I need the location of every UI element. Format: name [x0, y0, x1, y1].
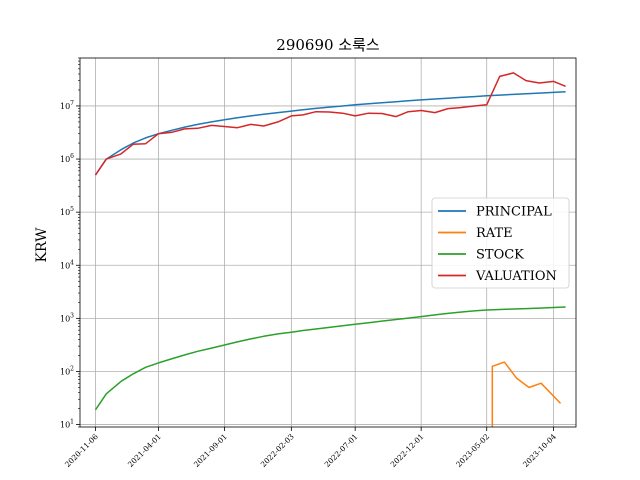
y-tick-label: 103: [60, 312, 74, 323]
series-line-valuation: [94, 72, 566, 176]
chart-title: 290690 소룩스: [276, 36, 380, 54]
series-layer: [94, 72, 566, 427]
series-line-rate: [491, 361, 562, 427]
series-line-principal: [94, 91, 566, 176]
legend-label-principal: PRINCIPAL: [476, 205, 552, 220]
y-tick-label: 107: [60, 100, 74, 111]
plot-frame: [79, 57, 577, 428]
series-line-stock: [94, 306, 566, 411]
y-tick-label: 105: [60, 206, 74, 217]
y-tick-label: 106: [60, 153, 74, 164]
y-tick-label: 102: [60, 365, 74, 376]
legend: PRINCIPAL RATE STOCK VALUATION: [431, 197, 570, 289]
y-tick-label: 101: [60, 419, 74, 430]
y-axis-label: KRW: [34, 227, 50, 263]
legend-label-stock: STOCK: [476, 248, 524, 263]
y-tick-label: 104: [60, 259, 74, 270]
legend-box: [431, 197, 570, 289]
legend-label-rate: RATE: [476, 226, 513, 241]
legend-label-valuation: VALUATION: [475, 269, 557, 284]
